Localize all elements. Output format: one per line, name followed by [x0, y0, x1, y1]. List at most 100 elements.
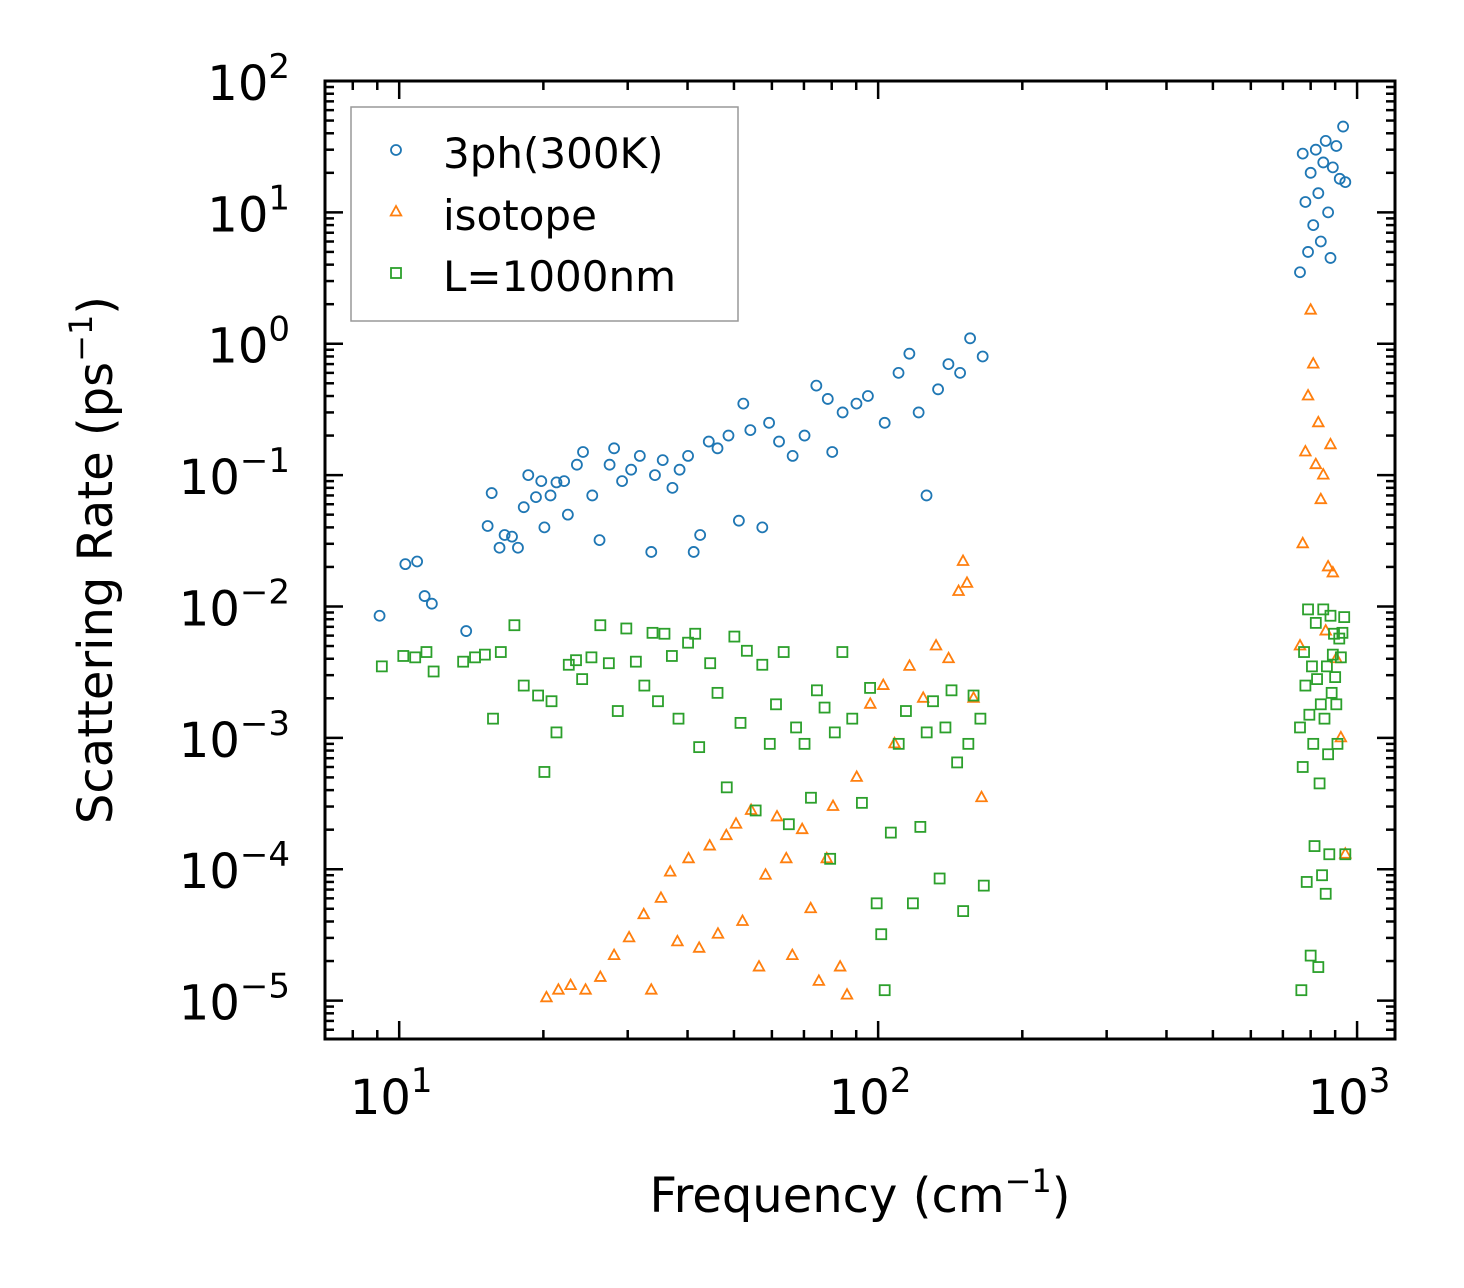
data-point	[735, 913, 750, 926]
data-point	[373, 609, 386, 622]
data-point	[728, 630, 741, 643]
data-point	[571, 458, 583, 471]
data-point	[770, 809, 784, 822]
data-point	[1331, 737, 1344, 750]
data-point	[850, 397, 863, 410]
data-point	[1298, 444, 1313, 457]
data-point	[649, 469, 661, 482]
data-point	[734, 716, 747, 729]
data-point	[1306, 660, 1318, 673]
data-point	[1322, 206, 1335, 219]
data-point	[681, 850, 696, 864]
data-point	[1308, 840, 1321, 852]
data-point	[545, 695, 558, 708]
data-point	[957, 905, 970, 917]
data-point	[551, 982, 566, 995]
legend-marker-0	[390, 144, 402, 156]
data-point	[967, 689, 980, 702]
data-point	[425, 597, 438, 610]
data-point	[752, 959, 766, 972]
data-point	[576, 673, 589, 686]
data-point	[892, 737, 905, 750]
data-point	[1323, 848, 1336, 861]
data-point	[1338, 846, 1353, 859]
data-point	[1307, 737, 1320, 750]
data-point	[711, 926, 725, 939]
data-point	[1319, 887, 1332, 900]
data-point	[457, 655, 470, 668]
data-point	[397, 650, 410, 662]
data-point	[1304, 949, 1317, 962]
data-point	[1316, 869, 1328, 882]
data-point	[586, 489, 599, 502]
data-point	[608, 442, 620, 455]
data-point	[914, 820, 927, 833]
data-point	[1324, 252, 1337, 264]
data-point	[1326, 648, 1339, 661]
data-point	[460, 625, 473, 637]
data-point	[763, 416, 775, 429]
series-0	[373, 120, 1352, 637]
data-point	[929, 638, 943, 651]
data-point	[663, 864, 677, 877]
data-point	[1321, 559, 1335, 572]
data-point	[916, 690, 930, 703]
data-point	[409, 651, 422, 664]
data-point	[840, 987, 854, 1000]
data-point	[418, 590, 431, 602]
data-point	[420, 646, 433, 658]
data-point	[689, 627, 702, 640]
data-point	[833, 959, 847, 972]
data-point	[740, 644, 753, 657]
data-point	[611, 705, 624, 717]
data-point	[966, 690, 981, 703]
data-point	[1319, 134, 1332, 147]
data-point	[1312, 961, 1325, 973]
data-point	[1309, 143, 1322, 156]
data-point	[812, 973, 826, 986]
data-point	[1337, 120, 1349, 133]
data-point	[1301, 388, 1315, 401]
data-point	[1306, 356, 1321, 369]
data-point	[907, 897, 919, 910]
data-point	[749, 804, 762, 817]
data-point	[1323, 436, 1338, 450]
data-point	[805, 791, 817, 804]
data-point	[811, 684, 823, 697]
data-point	[1302, 246, 1314, 258]
data-point	[1318, 712, 1331, 725]
data-point	[737, 397, 750, 410]
data-point	[744, 424, 757, 437]
data-point	[798, 429, 811, 442]
data-point	[646, 626, 659, 639]
data-point	[1330, 140, 1343, 152]
data-point	[563, 977, 578, 991]
data-point	[636, 906, 651, 920]
data-point	[1334, 651, 1347, 664]
data-point	[578, 982, 593, 995]
data-point	[1309, 616, 1322, 629]
data-point	[956, 553, 970, 566]
data-point	[824, 852, 837, 865]
data-point	[1313, 777, 1326, 790]
data-point	[670, 933, 685, 947]
y-tick-label: 10−4	[179, 835, 290, 900]
data-point	[522, 469, 535, 482]
data-point	[517, 501, 530, 514]
data-point	[912, 406, 925, 419]
data-point	[945, 684, 958, 697]
legend-marker-2	[390, 267, 402, 279]
y-tick-label: 10−2	[179, 572, 290, 637]
data-point	[1321, 660, 1333, 673]
data-point	[602, 657, 615, 670]
data-point	[864, 681, 876, 694]
data-point	[719, 827, 734, 841]
data-point	[951, 756, 964, 769]
data-point	[620, 622, 633, 635]
legend-label-isotope: isotope	[443, 191, 597, 240]
data-point	[1325, 686, 1338, 699]
data-point	[1307, 219, 1320, 232]
data-point	[875, 928, 888, 941]
x-tick-label: 102	[829, 1061, 912, 1126]
data-point	[954, 366, 966, 379]
